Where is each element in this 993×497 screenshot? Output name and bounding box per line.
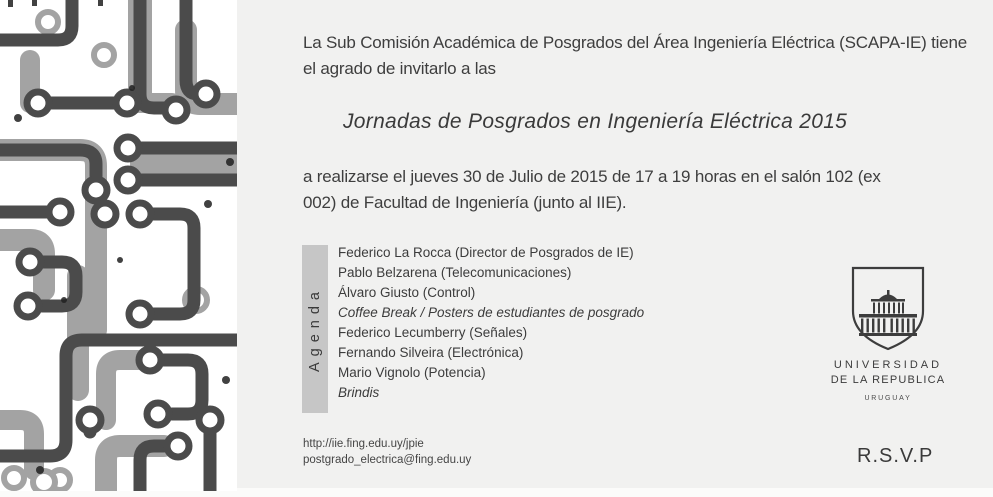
agenda-vertical-bar: Agenda — [302, 245, 328, 413]
agenda-item: Brindis — [338, 385, 380, 400]
circuit-board-image — [0, 0, 237, 491]
agenda-item: Federico La Rocca (Director de Posgrados… — [338, 245, 634, 260]
event-details: a realizarse el jueves 30 de Julio de 20… — [303, 167, 881, 212]
agenda-item: Mario Vignolo (Potencia) — [338, 365, 486, 380]
email-link[interactable]: postgrado_electrica@fing.edu.uy — [303, 454, 472, 466]
logo-text-universidad: UNIVERSIDAD — [833, 359, 943, 371]
agenda-items: Federico La Rocca (Director de Posgrados… — [338, 243, 758, 403]
website-link[interactable]: http://iie.fing.edu.uy/jpie — [303, 438, 424, 450]
bottom-margin — [0, 488, 993, 497]
invitation-content: La Sub Comisión Académica de Posgrados d… — [237, 0, 993, 497]
agenda-item: Coffee Break / Posters de estudiantes de… — [338, 305, 645, 320]
agenda-item: Fernando Silveira (Electrónica) — [338, 345, 524, 360]
university-logo: UNIVERSIDAD DE LA REPUBLICA URUGUAY — [829, 265, 947, 405]
logo-text-uruguay: URUGUAY — [864, 395, 912, 402]
agenda-label: Agenda — [307, 286, 323, 372]
event-title: Jornadas de Posgrados en Ingeniería Eléc… — [343, 110, 848, 133]
university-shield-icon — [851, 266, 925, 351]
rsvp-text: R.S.V.P — [857, 445, 934, 467]
agenda-item: Álvaro Giusto (Control) — [338, 285, 476, 300]
logo-text-republica: DE LA REPUBLICA — [830, 374, 946, 386]
agenda-item: Pablo Belzarena (Telecomunicaciones) — [338, 265, 572, 280]
agenda-item: Federico Lecumberry (Señales) — [338, 325, 528, 340]
intro-text: La Sub Comisión Académica de Posgrados d… — [303, 33, 967, 78]
contact-links: http://iie.fing.edu.uy/jpie postgrado_el… — [303, 436, 471, 468]
